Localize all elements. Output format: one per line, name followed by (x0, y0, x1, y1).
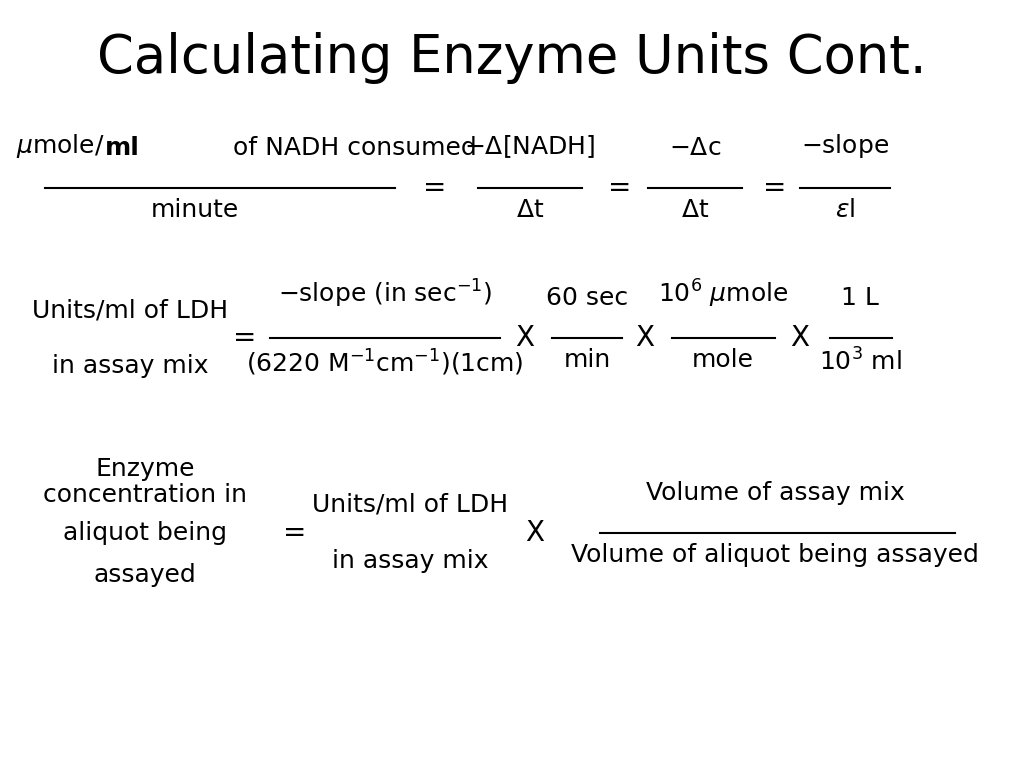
Text: $\Delta$t: $\Delta$t (516, 198, 544, 222)
Text: X: X (636, 324, 654, 352)
Text: (6220 M$^{-1}$cm$^{-1}$)(1cm): (6220 M$^{-1}$cm$^{-1}$)(1cm) (246, 348, 524, 378)
Text: in assay mix: in assay mix (332, 549, 488, 573)
Text: Volume of aliquot being assayed: Volume of aliquot being assayed (571, 543, 979, 567)
Text: $\varepsilon$l: $\varepsilon$l (835, 198, 855, 222)
Text: 1 L: 1 L (841, 286, 879, 310)
Text: of NADH consumed: of NADH consumed (225, 136, 477, 160)
Text: X: X (525, 519, 545, 547)
Text: =: = (423, 174, 446, 202)
Text: $-\Delta$[NADH]: $-\Delta$[NADH] (464, 133, 596, 160)
Text: =: = (284, 519, 306, 547)
Text: X: X (515, 324, 535, 352)
Text: Units/ml of LDH: Units/ml of LDH (312, 493, 508, 517)
Text: 10$^{3}$ ml: 10$^{3}$ ml (818, 348, 901, 376)
Text: aliquot being: aliquot being (63, 521, 227, 545)
Text: in assay mix: in assay mix (52, 354, 208, 378)
Text: Enzyme: Enzyme (95, 457, 195, 481)
Text: 60 sec: 60 sec (546, 286, 628, 310)
Text: assayed: assayed (93, 563, 197, 587)
Text: $\mu$mole/: $\mu$mole/ (16, 132, 105, 160)
Text: $-\Delta$c: $-\Delta$c (669, 136, 721, 160)
Text: Units/ml of LDH: Units/ml of LDH (32, 298, 228, 322)
Text: Volume of assay mix: Volume of assay mix (645, 481, 904, 505)
Text: min: min (563, 348, 610, 372)
Text: X: X (791, 324, 810, 352)
Text: $-$slope (in sec$^{-1}$): $-$slope (in sec$^{-1}$) (278, 278, 493, 310)
Text: ml: ml (105, 136, 140, 160)
Text: concentration in: concentration in (43, 483, 247, 507)
Text: =: = (233, 324, 257, 352)
Text: =: = (763, 174, 786, 202)
Text: Calculating Enzyme Units Cont.: Calculating Enzyme Units Cont. (97, 32, 927, 84)
Text: =: = (608, 174, 632, 202)
Text: $\Delta$t: $\Delta$t (681, 198, 709, 222)
Text: minute: minute (151, 198, 240, 222)
Text: mole: mole (692, 348, 754, 372)
Text: 10$^{6}$ $\mu$mole: 10$^{6}$ $\mu$mole (657, 278, 788, 310)
Text: $-$slope: $-$slope (801, 132, 889, 160)
